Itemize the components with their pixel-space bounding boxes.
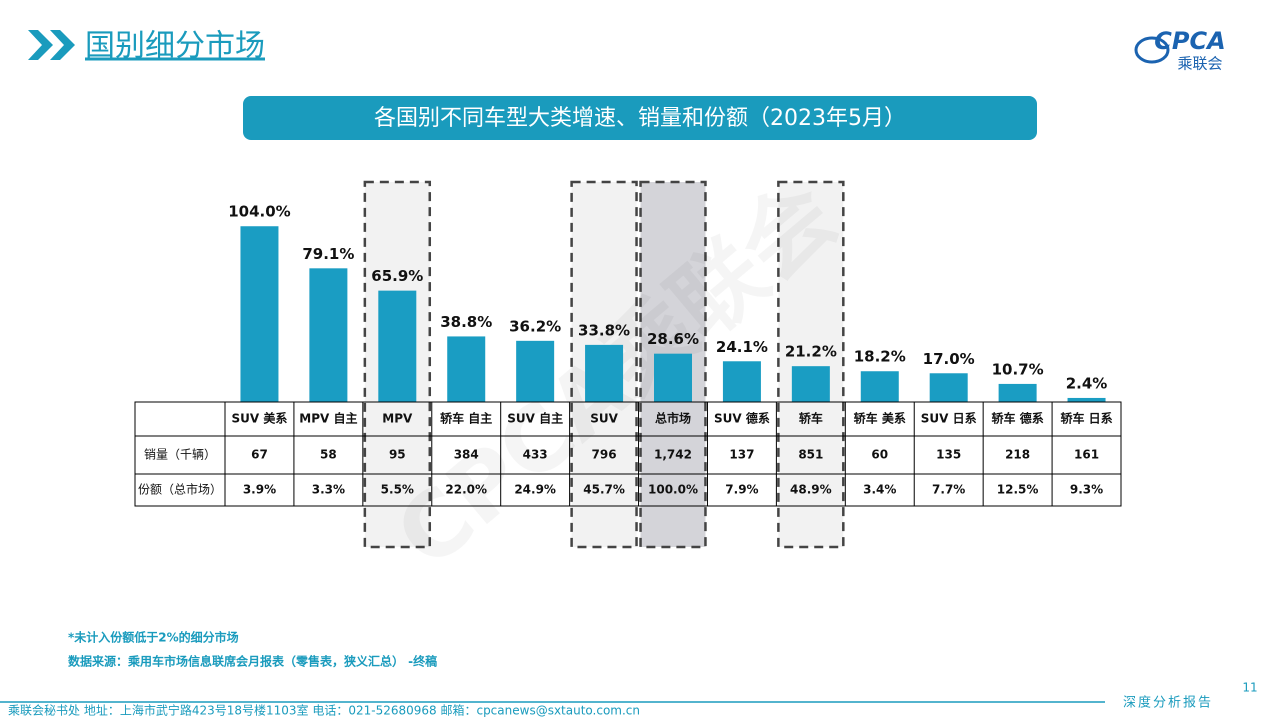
- bar: [860, 371, 899, 402]
- table-cell: 67: [251, 448, 268, 462]
- table-cell: 100.0%: [648, 483, 698, 497]
- bar: [998, 383, 1037, 402]
- bar: [378, 290, 417, 402]
- table-cell: 12.5%: [997, 483, 1039, 497]
- table-cell: 3.9%: [243, 483, 276, 497]
- category-label: 轿车 美系: [854, 411, 906, 426]
- category-label: 轿车: [799, 411, 823, 426]
- highlight-box: [777, 180, 845, 549]
- value-label: 28.6%: [647, 330, 699, 348]
- table-cell: 95: [389, 448, 406, 462]
- footer-address: 乘联会秘书处 地址：上海市武宁路423号18号楼1103室 电话：021-526…: [8, 703, 640, 718]
- chart-title: 各国别不同车型大类增速、销量和份额（2023年5月）: [374, 106, 906, 131]
- value-label: 38.8%: [440, 313, 492, 331]
- table-cell: 58: [320, 448, 337, 462]
- bar: [722, 361, 761, 402]
- category-label: SUV 德系: [714, 411, 770, 426]
- page-title: 国别细分市场: [85, 29, 265, 64]
- value-label: 65.9%: [371, 267, 423, 285]
- row-header: 份额（总市场）: [138, 482, 222, 497]
- bar: [585, 344, 624, 402]
- table-cell: 161: [1074, 448, 1099, 462]
- title-icon: [28, 30, 75, 60]
- highlight-layer: [363, 180, 845, 549]
- category-label: MPV 自主: [299, 411, 357, 426]
- page-number: 11: [1242, 681, 1257, 695]
- category-label: MPV: [382, 412, 413, 426]
- logo: CPCA: [1154, 27, 1225, 55]
- value-label: 36.2%: [509, 317, 561, 335]
- row-header: 销量（千辆）: [144, 448, 216, 462]
- table-cell: 3.3%: [312, 483, 345, 497]
- table-cell: 135: [936, 448, 961, 462]
- table-cell: 137: [729, 448, 754, 462]
- table-cell: 218: [1005, 448, 1030, 462]
- table-cell: 24.9%: [514, 483, 556, 497]
- plot: 104.0% 79.1% 65.9% 38.8% 36.2% 33.8% 28.6% 24.1…: [134, 203, 1122, 507]
- table-cell: 1,742: [654, 448, 692, 462]
- table-cell: 7.7%: [932, 483, 965, 497]
- bar: [654, 353, 692, 402]
- bar: [516, 340, 555, 402]
- logo-sub: 乘联会: [1177, 55, 1222, 73]
- chart-title-banner: [243, 96, 1037, 140]
- bar: [929, 373, 968, 402]
- value-label: 79.1%: [302, 245, 354, 263]
- value-label: 17.0%: [923, 350, 975, 368]
- table-cell: 384: [454, 448, 479, 462]
- category-label: 轿车 自主: [440, 411, 492, 426]
- category-label: SUV 美系: [232, 411, 288, 426]
- table-cell: 9.3%: [1070, 483, 1103, 497]
- value-label: 33.8%: [578, 321, 630, 339]
- value-label: 10.7%: [992, 360, 1044, 378]
- value-label: 18.2%: [854, 348, 906, 366]
- value-label: 21.2%: [785, 343, 837, 361]
- category-label: 轿车 日系: [1060, 411, 1112, 426]
- note: *未计入份额低于2%的细分市场: [68, 630, 239, 645]
- bar: [791, 366, 830, 402]
- value-label: 24.1%: [716, 338, 768, 356]
- table-cell: 7.9%: [725, 483, 758, 497]
- table-cell: 851: [798, 448, 823, 462]
- value-label: 2.4%: [1066, 374, 1108, 392]
- table-cell: 5.5%: [381, 483, 414, 497]
- table-cell: 22.0%: [445, 483, 487, 497]
- category-label: SUV: [590, 412, 618, 426]
- value-label: 104.0%: [228, 203, 290, 221]
- bar: [309, 268, 348, 402]
- note: 数据来源：乘用车市场信息联席会月报表（零售表，狭义汇总） -终稿: [68, 654, 437, 669]
- category-label: SUV 自主: [507, 411, 563, 426]
- bar: [447, 336, 486, 402]
- table-frame: [134, 401, 1122, 507]
- table-cell: 3.4%: [863, 483, 896, 497]
- footer-tag: 深度分析报告: [1123, 695, 1213, 711]
- table-cell: 45.7%: [583, 483, 625, 497]
- category-label: 总市场: [655, 411, 691, 426]
- table-cell: 796: [592, 448, 617, 462]
- category-label: SUV 日系: [921, 411, 977, 426]
- table-cell: 433: [523, 448, 548, 462]
- bar: [1067, 397, 1106, 402]
- bar: [240, 226, 279, 402]
- table-cell: 48.9%: [790, 483, 832, 497]
- category-label: 轿车 德系: [992, 411, 1044, 426]
- table-cell: 60: [871, 448, 888, 462]
- logo-mark: [1134, 36, 1170, 64]
